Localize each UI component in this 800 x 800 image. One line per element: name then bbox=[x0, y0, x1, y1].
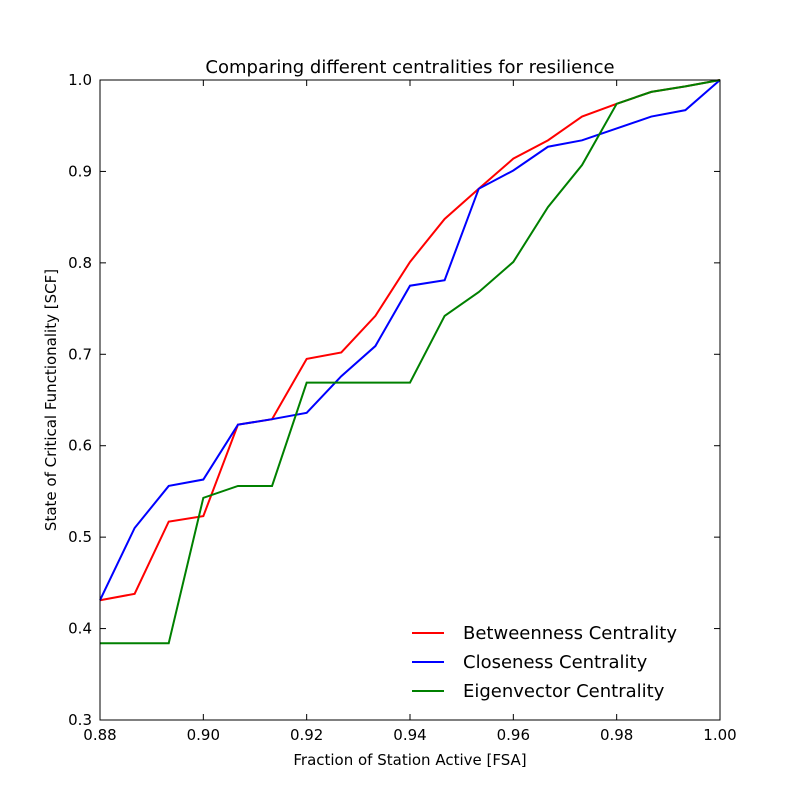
x-tick-label: 0.92 bbox=[290, 726, 323, 744]
y-tick-label: 0.7 bbox=[68, 345, 92, 363]
x-axis-label: Fraction of Station Active [FSA] bbox=[293, 751, 526, 769]
x-tick-label: 0.96 bbox=[497, 726, 530, 744]
legend-label-3: Eigenvector Centrality bbox=[463, 681, 665, 702]
y-tick-label: 0.6 bbox=[68, 437, 92, 455]
x-tick-label: 1.00 bbox=[703, 726, 736, 744]
legend-label-2: Closeness Centrality bbox=[463, 652, 648, 673]
plot-area: 0.88 0.90 0.92 0.94 0.96 0.98 1.00 0.3 0.4 0.5 0.6… bbox=[68, 71, 737, 744]
legend-label-1: Betweenness Centrality bbox=[463, 623, 677, 644]
x-tick-label: 0.94 bbox=[393, 726, 426, 744]
x-tick-label: 0.98 bbox=[600, 726, 633, 744]
y-tick-label: 0.3 bbox=[68, 711, 92, 729]
series-line-3 bbox=[100, 79, 721, 645]
x-tick-label: 0.88 bbox=[83, 726, 116, 744]
y-axis-label: State of Critical Functionality [SCF] bbox=[42, 269, 60, 531]
x-tick-label: 0.90 bbox=[187, 726, 220, 744]
y-tick-label: 0.8 bbox=[68, 254, 92, 272]
series-line-1 bbox=[99, 79, 721, 602]
chart-title: Comparing different centralities for res… bbox=[205, 57, 614, 78]
y-tick-label: 1.0 bbox=[68, 71, 92, 89]
y-tick-label: 0.5 bbox=[68, 528, 92, 546]
y-tick-label: 0.4 bbox=[68, 620, 92, 638]
series-line-2 bbox=[99, 79, 721, 601]
y-tick-label: 0.9 bbox=[68, 162, 92, 180]
